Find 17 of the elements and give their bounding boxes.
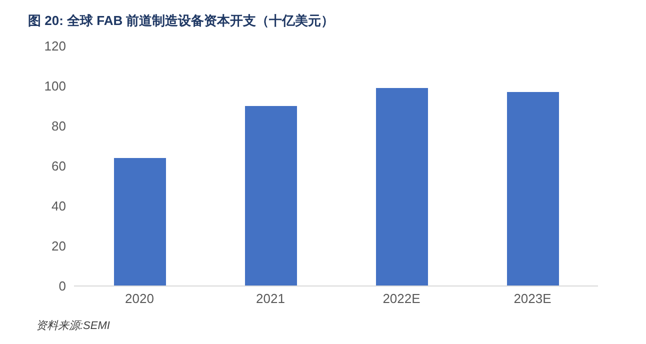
bar [245, 106, 297, 286]
x-tick-label: 2022E [382, 291, 421, 306]
y-tick-label: 20 [52, 238, 66, 254]
y-tick-label: 120 [44, 38, 66, 54]
y-tick-label: 80 [52, 118, 66, 134]
text: 资料来源:SEMI [36, 319, 110, 333]
bar [507, 92, 559, 286]
x-tick-label: 2020 [125, 291, 154, 306]
x-tick-label: 2023E [514, 291, 552, 306]
x-tick-label: 2021 [256, 291, 285, 306]
y-tick-label: 0 [58, 278, 66, 294]
bar [114, 158, 166, 286]
chart-title: 图 20: 全球 FAB 前道制造设备资本开支（十亿美元） [28, 12, 334, 30]
y-tick-label: 40 [52, 198, 66, 214]
bar [376, 88, 428, 286]
y-tick-label: 100 [44, 78, 66, 94]
y-tick-label: 60 [52, 158, 66, 174]
